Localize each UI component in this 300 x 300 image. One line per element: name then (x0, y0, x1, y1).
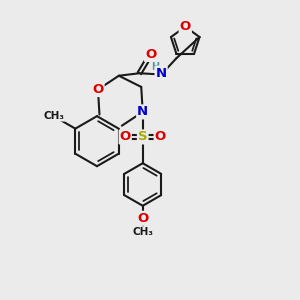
Text: O: O (137, 212, 148, 225)
Text: N: N (155, 67, 167, 80)
Text: O: O (180, 20, 191, 33)
Text: S: S (138, 130, 148, 143)
Text: O: O (120, 130, 131, 143)
Text: CH₃: CH₃ (44, 111, 64, 121)
Text: O: O (145, 48, 156, 61)
Text: O: O (154, 130, 166, 143)
Text: H: H (151, 62, 159, 72)
Text: N: N (137, 105, 148, 119)
Text: CH₃: CH₃ (132, 227, 153, 237)
Text: O: O (92, 83, 104, 96)
